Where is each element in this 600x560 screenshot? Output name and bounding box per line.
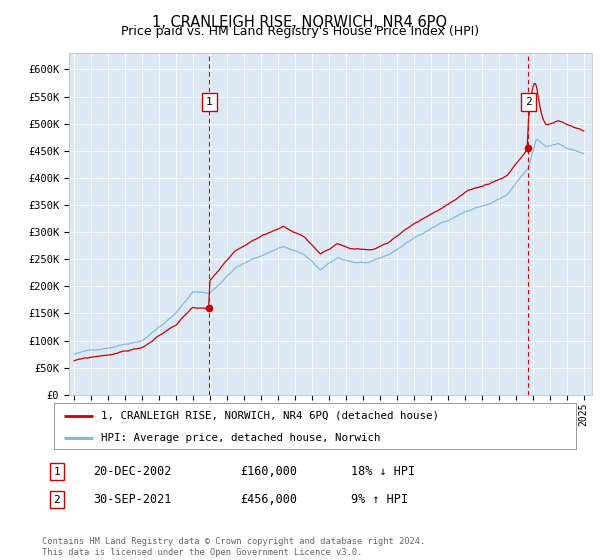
Text: 1: 1 — [206, 97, 213, 107]
Text: 20-DEC-2002: 20-DEC-2002 — [93, 465, 172, 478]
Text: £160,000: £160,000 — [240, 465, 297, 478]
Text: Price paid vs. HM Land Registry's House Price Index (HPI): Price paid vs. HM Land Registry's House … — [121, 25, 479, 38]
Text: HPI: Average price, detached house, Norwich: HPI: Average price, detached house, Norw… — [101, 433, 380, 442]
Text: 30-SEP-2021: 30-SEP-2021 — [93, 493, 172, 506]
Text: 2: 2 — [53, 494, 61, 505]
Text: 1: 1 — [53, 466, 61, 477]
Text: 18% ↓ HPI: 18% ↓ HPI — [351, 465, 415, 478]
Text: Contains HM Land Registry data © Crown copyright and database right 2024.
This d: Contains HM Land Registry data © Crown c… — [42, 537, 425, 557]
Text: £456,000: £456,000 — [240, 493, 297, 506]
Text: 1, CRANLEIGH RISE, NORWICH, NR4 6PQ: 1, CRANLEIGH RISE, NORWICH, NR4 6PQ — [152, 15, 448, 30]
Text: 2: 2 — [525, 97, 532, 107]
Text: 1, CRANLEIGH RISE, NORWICH, NR4 6PQ (detached house): 1, CRANLEIGH RISE, NORWICH, NR4 6PQ (det… — [101, 410, 439, 421]
Text: 9% ↑ HPI: 9% ↑ HPI — [351, 493, 408, 506]
